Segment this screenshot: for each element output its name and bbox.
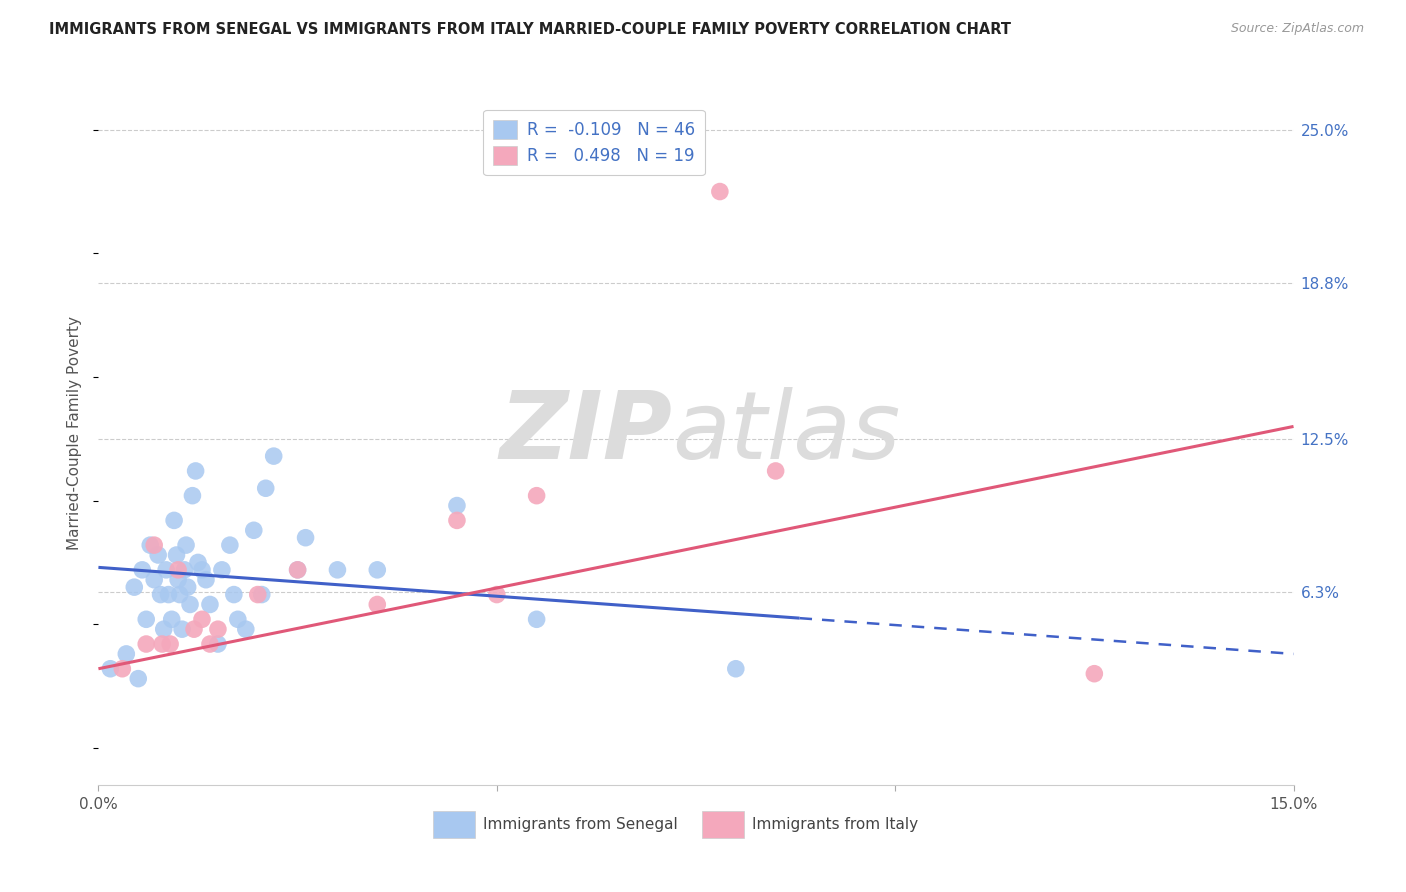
Point bbox=[127, 672, 149, 686]
Point bbox=[124, 580, 146, 594]
Point bbox=[765, 464, 787, 478]
Point bbox=[243, 523, 266, 537]
Legend: R =  -0.109   N = 46, R =   0.498   N = 19: R = -0.109 N = 46, R = 0.498 N = 19 bbox=[484, 110, 704, 175]
Point bbox=[173, 563, 195, 577]
Point bbox=[152, 622, 174, 636]
Point bbox=[254, 481, 277, 495]
Point bbox=[143, 573, 166, 587]
Point bbox=[155, 563, 177, 577]
Point bbox=[446, 499, 468, 513]
Point bbox=[157, 588, 180, 602]
Point bbox=[246, 588, 269, 602]
Point bbox=[181, 489, 204, 503]
Text: IMMIGRANTS FROM SENEGAL VS IMMIGRANTS FROM ITALY MARRIED-COUPLE FAMILY POVERTY C: IMMIGRANTS FROM SENEGAL VS IMMIGRANTS FR… bbox=[49, 22, 1011, 37]
Point bbox=[148, 548, 170, 562]
Point bbox=[167, 563, 190, 577]
Point bbox=[207, 637, 229, 651]
Point bbox=[191, 563, 214, 577]
Point bbox=[294, 531, 316, 545]
Bar bbox=[433, 811, 475, 838]
Point bbox=[250, 588, 273, 602]
Point bbox=[211, 563, 233, 577]
Point bbox=[131, 563, 153, 577]
Text: ZIP: ZIP bbox=[499, 386, 672, 479]
Bar bbox=[702, 811, 744, 838]
Point bbox=[222, 588, 245, 602]
Point bbox=[184, 464, 207, 478]
Point bbox=[263, 449, 285, 463]
Point bbox=[1083, 666, 1105, 681]
Point bbox=[111, 662, 134, 676]
Point bbox=[366, 598, 388, 612]
Point bbox=[176, 580, 198, 594]
Point bbox=[172, 622, 194, 636]
Point bbox=[139, 538, 162, 552]
Point bbox=[149, 588, 172, 602]
Point bbox=[526, 612, 548, 626]
Point bbox=[160, 612, 183, 626]
Point bbox=[287, 563, 309, 577]
Point bbox=[287, 563, 309, 577]
Point bbox=[169, 588, 191, 602]
Point bbox=[366, 563, 388, 577]
Point bbox=[167, 573, 190, 587]
Point bbox=[226, 612, 249, 626]
Point bbox=[179, 598, 201, 612]
Point bbox=[166, 548, 188, 562]
Point bbox=[198, 598, 221, 612]
Text: Source: ZipAtlas.com: Source: ZipAtlas.com bbox=[1230, 22, 1364, 36]
Point bbox=[195, 573, 218, 587]
Point bbox=[159, 637, 181, 651]
Point bbox=[187, 556, 209, 570]
Point bbox=[135, 612, 157, 626]
Point bbox=[326, 563, 349, 577]
Point bbox=[207, 622, 229, 636]
Point bbox=[163, 513, 186, 527]
Point bbox=[174, 538, 197, 552]
Point bbox=[98, 662, 122, 676]
Point bbox=[150, 637, 173, 651]
Point bbox=[219, 538, 242, 552]
Point bbox=[191, 612, 214, 626]
Text: Immigrants from Italy: Immigrants from Italy bbox=[752, 817, 918, 832]
Text: atlas: atlas bbox=[672, 387, 900, 478]
Point bbox=[709, 185, 731, 199]
Point bbox=[183, 622, 205, 636]
Point bbox=[198, 637, 221, 651]
Point bbox=[115, 647, 138, 661]
Text: Immigrants from Senegal: Immigrants from Senegal bbox=[484, 817, 678, 832]
Y-axis label: Married-Couple Family Poverty: Married-Couple Family Poverty bbox=[67, 316, 83, 549]
Point bbox=[235, 622, 257, 636]
Point bbox=[446, 513, 468, 527]
Point bbox=[143, 538, 166, 552]
Point bbox=[485, 588, 508, 602]
Point bbox=[135, 637, 157, 651]
Point bbox=[526, 489, 548, 503]
Point bbox=[724, 662, 747, 676]
